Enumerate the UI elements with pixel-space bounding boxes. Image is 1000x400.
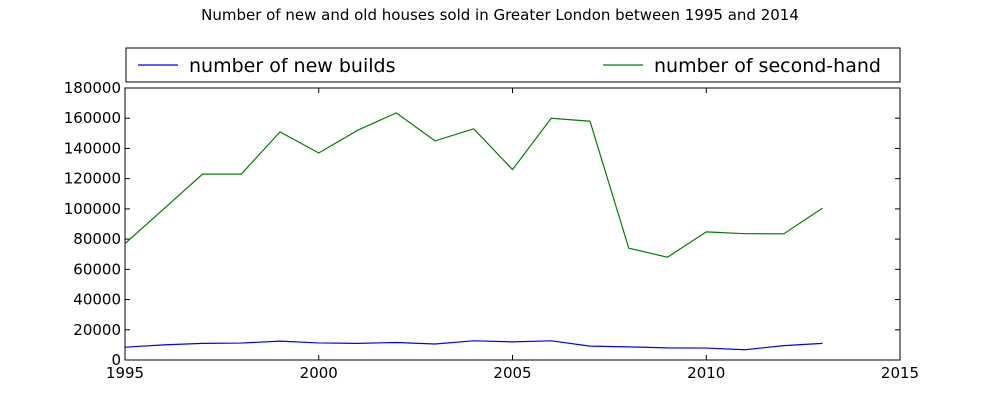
x-tick-label: 2010: [687, 364, 725, 382]
legend-label-new-builds: number of new builds: [189, 55, 395, 77]
y-tick-label: 120000: [64, 170, 121, 188]
y-tick-label: 0: [111, 351, 121, 369]
series-line-number-of-new-builds: [124, 340, 823, 351]
series-line-number-of-second-hand: [124, 112, 823, 258]
legend-label-second-hand: number of second-hand: [654, 55, 881, 77]
chart-title: Number of new and old houses sold in Gre…: [201, 6, 799, 24]
y-tick-label: 60000: [73, 260, 121, 278]
y-tick-label: 40000: [73, 291, 121, 309]
y-tick-label: 20000: [73, 321, 121, 339]
legend: number of new builds number of second-ha…: [125, 47, 901, 83]
y-tick-label: 140000: [64, 139, 121, 157]
x-tick-label: 2005: [493, 364, 531, 382]
y-tick-label: 100000: [64, 200, 121, 218]
y-tick-label: 160000: [64, 109, 121, 127]
x-tick-label: 2015: [881, 364, 919, 382]
y-tick-label: 80000: [73, 230, 121, 248]
x-tick-label: 2000: [300, 364, 338, 382]
axis-ticks: 1995 2000 2005 2010 2015 0 20000 40000 60000 8000…: [64, 79, 919, 382]
x-tick-label: 1995: [106, 364, 144, 382]
legend-box: [125, 47, 901, 83]
y-tick-label: 180000: [64, 79, 121, 97]
series-layer: [124, 112, 823, 351]
plot-area-frame: [124, 87, 901, 361]
